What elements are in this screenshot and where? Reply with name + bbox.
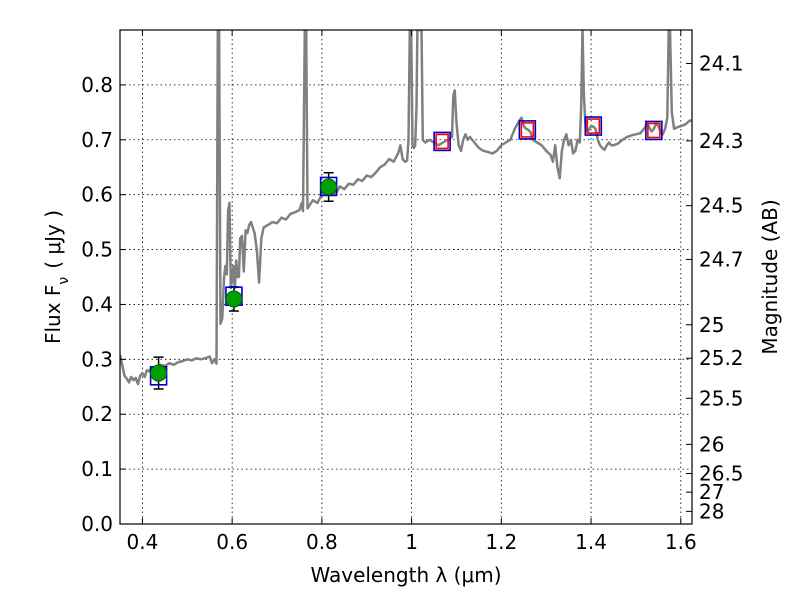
y-axis-label-main: Flux F: [41, 285, 65, 344]
mag-tick-label: 24.7: [699, 247, 744, 271]
x-tick-label: 1.2: [485, 530, 517, 554]
observed-point: [225, 290, 243, 308]
mag-tick-label: 25.2: [699, 346, 744, 370]
model-box: [433, 131, 451, 152]
synthetic-box: [586, 118, 601, 134]
observed-point: [150, 364, 168, 382]
mag-tick-label: 24.1: [699, 51, 744, 75]
mag-tick-label: 26.5: [699, 462, 744, 486]
model-box: [518, 120, 537, 140]
y-tick-label: 0.7: [81, 128, 113, 152]
y-tick-label: 0.3: [81, 347, 113, 371]
synthetic-box: [647, 122, 661, 139]
y-tick-label: 0.1: [81, 457, 113, 481]
y2-axis-label: Magnitude (AB): [758, 199, 782, 354]
x-axis-label: Wavelength λ (μm): [310, 563, 501, 587]
model-box: [645, 120, 663, 141]
model-box: [584, 116, 603, 136]
tick-label-layer: 0.4 0.6 0.8 1 1.2 1.4 1.6 0.0 0.1 0.2 0.3 0.4 0.5 0.6…: [81, 51, 743, 554]
mag-tick-label: 24.5: [699, 194, 744, 218]
plot-frame: [119, 29, 693, 525]
y-axis-label-sub: ν: [56, 277, 72, 285]
mag-tick-label: 27: [699, 480, 724, 504]
mag-tick-label: 25.5: [699, 386, 744, 410]
synthetic-box: [520, 122, 535, 138]
x-tick-label: 1.6: [665, 530, 697, 554]
x-tick-label: 1.4: [575, 530, 607, 554]
y-axis-label-unit: ( μJy ): [41, 210, 65, 269]
tick-layer: [120, 30, 692, 525]
y-tick-label: 0.2: [81, 402, 113, 426]
y-tick-label: 0.8: [81, 73, 113, 97]
mag-tick-label: 24.3: [699, 129, 744, 153]
x-tick-label: 0.8: [306, 530, 338, 554]
x-tick-label: 1: [405, 530, 418, 554]
mag-tick-label: 28: [699, 499, 724, 523]
y-tick-label: 0.5: [81, 238, 113, 262]
x-tick-label: 0.6: [216, 530, 248, 554]
marker-layer: [149, 116, 663, 390]
y-tick-label: 0.6: [81, 183, 113, 207]
x-tick-label: 0.4: [127, 530, 159, 554]
mag-tick-label: 26: [699, 432, 724, 456]
synthetic-box: [435, 133, 449, 150]
observed-point: [320, 178, 338, 196]
y-tick-label: 0.4: [81, 292, 113, 316]
y-tick-label: 0.0: [81, 512, 113, 536]
y-axis-label: Flux Fν ( μJy ): [41, 210, 72, 344]
mag-tick-label: 25: [699, 313, 724, 337]
